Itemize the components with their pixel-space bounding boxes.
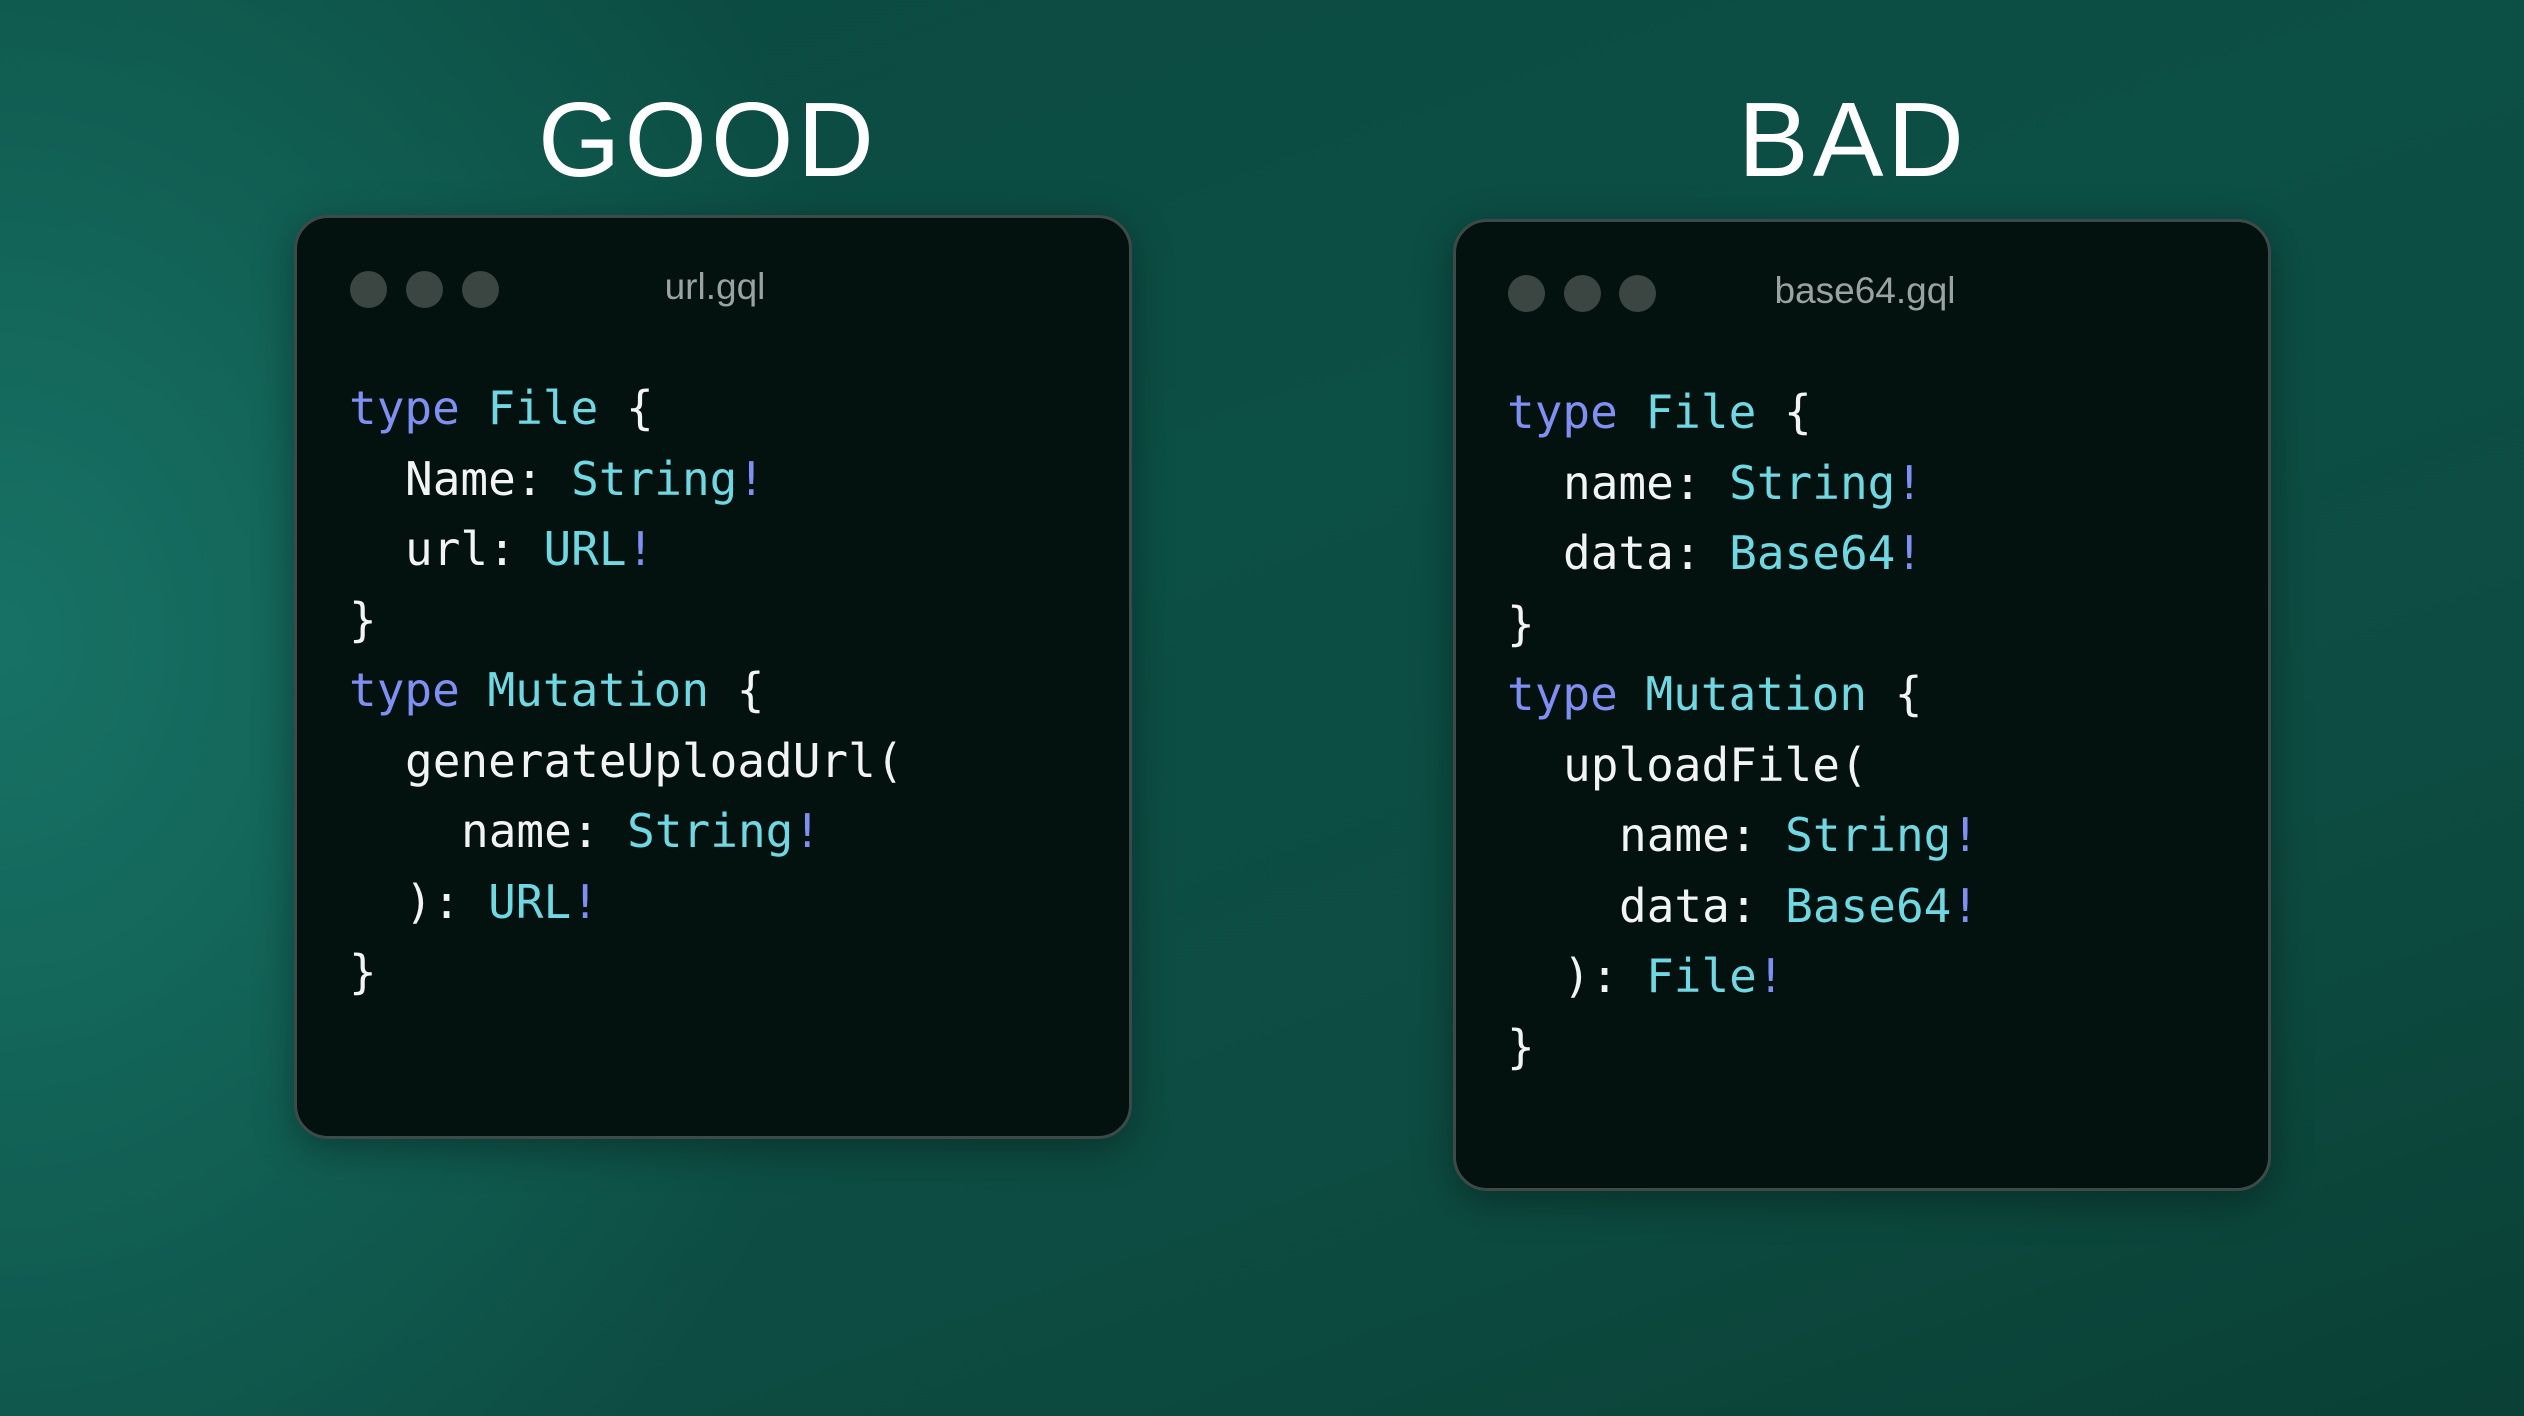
code-token: ! bbox=[1756, 949, 1785, 1003]
good-code-window: url.gql type File {Name: String! url: URL… bbox=[294, 215, 1132, 1139]
bad-code-window: base64.gql type File {name: String! data:… bbox=[1453, 219, 2271, 1191]
code-token: File bbox=[1646, 949, 1757, 1003]
code-line: data: Base64! bbox=[1507, 871, 1979, 942]
code-token: url: bbox=[405, 522, 544, 576]
code-token: { bbox=[598, 381, 654, 435]
code-line: type Mutation { bbox=[1507, 659, 1979, 730]
file-name: url.gql bbox=[664, 266, 766, 307]
code-token: String bbox=[1785, 808, 1952, 862]
code-token: } bbox=[349, 592, 377, 647]
code-token: name: bbox=[461, 804, 628, 858]
code-token: } bbox=[349, 945, 377, 999]
code-line: generateUploadUrl( bbox=[349, 726, 904, 797]
code-token: ): bbox=[405, 874, 489, 929]
code-token bbox=[460, 663, 488, 717]
code-line: name: String! bbox=[1507, 448, 1979, 519]
code-token: { bbox=[709, 663, 765, 717]
code-line: url: URL! bbox=[349, 514, 904, 585]
code-token bbox=[460, 381, 488, 435]
code-token: ! bbox=[793, 804, 822, 858]
code-token: { bbox=[1867, 667, 1923, 721]
code-token: name: bbox=[1619, 808, 1786, 862]
code-line: } bbox=[1507, 1012, 1979, 1083]
code-token: Mutation bbox=[487, 663, 710, 717]
code-token bbox=[1618, 385, 1646, 439]
code-token: ! bbox=[626, 522, 655, 576]
window-dot-icon bbox=[1619, 275, 1656, 312]
code-line: name: String! bbox=[349, 796, 904, 867]
code-token: Base64 bbox=[1785, 878, 1952, 933]
code-line: name: String! bbox=[1507, 800, 1979, 871]
code-token: } bbox=[1507, 1019, 1535, 1074]
code-line: Name: String! bbox=[349, 444, 904, 515]
window-dot-icon bbox=[1508, 275, 1545, 312]
code-token: data: bbox=[1619, 878, 1786, 933]
code-token: ): bbox=[1563, 949, 1647, 1003]
code-line: ): URL! bbox=[349, 867, 904, 938]
bad-heading: BAD bbox=[1738, 81, 1968, 199]
code-token: ! bbox=[571, 874, 599, 929]
code-token: ! bbox=[1895, 526, 1924, 580]
code-token: name: bbox=[1563, 455, 1730, 510]
code-token: File bbox=[1645, 385, 1757, 439]
code-token: type bbox=[349, 381, 460, 435]
code-line: type Mutation { bbox=[349, 655, 904, 726]
window-dot-icon bbox=[406, 271, 443, 308]
code-token: type bbox=[1507, 667, 1618, 721]
code-line: } bbox=[1507, 589, 1979, 660]
code-token: data: bbox=[1563, 526, 1730, 580]
good-heading: GOOD bbox=[538, 81, 878, 199]
window-dot-icon bbox=[1564, 275, 1601, 312]
code-line: uploadFile( bbox=[1507, 730, 1979, 801]
code-token: File bbox=[487, 381, 599, 435]
code-token: URL bbox=[488, 874, 572, 929]
window-dot-icon bbox=[462, 271, 499, 308]
code-token bbox=[1618, 667, 1646, 721]
code-token: String bbox=[1729, 455, 1896, 510]
code-block: type File {name: String! data: Base64!} ty… bbox=[1507, 377, 1979, 1082]
code-token: { bbox=[1756, 385, 1812, 439]
code-block: type File {Name: String! url: URL!} type M… bbox=[349, 373, 904, 1008]
code-line: ): File! bbox=[1507, 941, 1979, 1012]
code-line: } bbox=[349, 585, 904, 656]
code-token: uploadFile( bbox=[1563, 737, 1868, 792]
code-token: Base64 bbox=[1729, 526, 1896, 580]
code-line: } bbox=[349, 937, 904, 1008]
code-token: type bbox=[1507, 385, 1618, 439]
code-token: ! bbox=[1951, 808, 1980, 862]
code-token: String bbox=[571, 451, 738, 506]
code-token: ! bbox=[1951, 878, 1980, 933]
code-token: ! bbox=[1895, 455, 1924, 510]
code-token: type bbox=[349, 663, 460, 717]
window-dot-icon bbox=[350, 271, 387, 308]
code-token: Mutation bbox=[1645, 667, 1868, 721]
code-line: type File { bbox=[349, 373, 904, 444]
code-line: type File { bbox=[1507, 377, 1979, 448]
code-token: ! bbox=[737, 451, 766, 506]
code-token: Name: bbox=[405, 451, 572, 506]
code-token: } bbox=[1507, 596, 1535, 651]
code-token: String bbox=[627, 804, 794, 858]
code-token: URL bbox=[543, 522, 627, 576]
code-line: data: Base64! bbox=[1507, 518, 1979, 589]
code-token: generateUploadUrl( bbox=[405, 733, 904, 788]
file-name: base64.gql bbox=[1774, 270, 1956, 311]
